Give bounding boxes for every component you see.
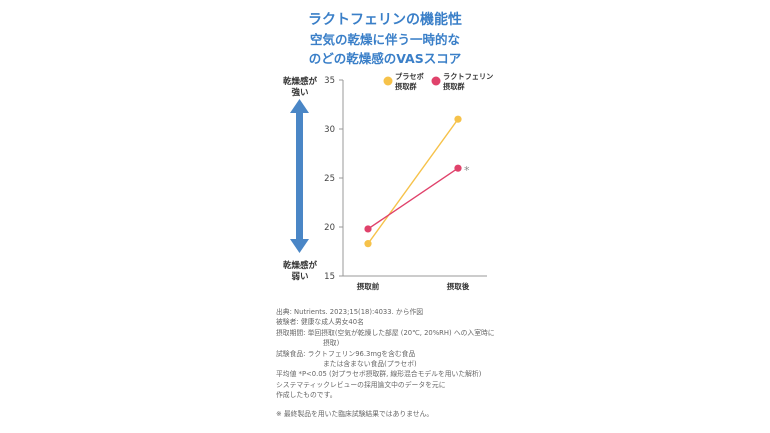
arrow-down-head <box>290 239 309 253</box>
note-period: 摂取期間: 単回摂取(空気が乾燥した部屋 (20℃, 20%RH) への入室時に <box>276 328 495 337</box>
series-line-lactoferrin <box>367 167 459 230</box>
arrow-up-head <box>290 99 309 113</box>
title-line-2: 空気の乾燥に伴う一時的な <box>309 32 460 47</box>
significance-mark: * <box>464 164 470 177</box>
y-bottom-label-line-1: 乾燥感が <box>283 260 318 271</box>
note-food-cont: または含まない食品(プラセボ) <box>323 360 417 369</box>
legend: プラセボ 摂取群 ラクトフェリン 摂取群 <box>383 72 493 91</box>
note-period-cont: 摂取) <box>323 339 340 348</box>
note-stats: 平均値 *P<0.05 (対プラセボ摂取群, 線形混合モデルを用いた解析) <box>276 370 482 379</box>
note-source: 出典: Nutrients. 2023;15(18):4033. から作図 <box>276 308 424 316</box>
note-review-cont: 作成したものです。 <box>276 391 337 400</box>
y-tick-label: 30 <box>324 125 335 135</box>
note-food: 試験食品: ラクトフェリン96.3mgを含む食品 <box>276 349 416 358</box>
note-subjects: 被験者: 健康な成人男女40名 <box>276 318 364 327</box>
point-lactoferrin-after <box>454 164 462 172</box>
y-tick-label: 25 <box>324 174 335 184</box>
title-line-1: ラクトフェリンの機能性 <box>308 12 462 28</box>
point-lactoferrin-before <box>364 225 372 233</box>
title-line-3: のどの乾燥感のVASスコア <box>308 51 462 66</box>
y-top-label-line-2: 強い <box>291 87 308 98</box>
y-ticks: 15 20 25 30 35 <box>324 76 343 282</box>
dryness-arrow <box>290 99 309 253</box>
y-tick-label: 15 <box>324 272 335 282</box>
x-tick-label-after: 摂取後 <box>447 281 470 291</box>
y-bottom-label-line-2: 弱い <box>291 271 308 282</box>
legend-lactoferrin-line-1: ラクトフェリン <box>443 72 493 81</box>
chart-title: ラクトフェリンの機能性 空気の乾燥に伴う一時的な のどの乾燥感のVASスコア <box>0 10 770 68</box>
note-review: システマティックレビューの採用論文中のデータを元に <box>276 380 446 389</box>
legend-marker-placebo <box>383 76 393 86</box>
series-group <box>364 115 462 248</box>
line-chart: 乾燥感が 強い 乾燥感が 弱い 15 20 25 30 35 摂取前 摂取後 * プラセ… <box>283 72 493 291</box>
point-placebo-before <box>364 240 372 248</box>
series-line-placebo <box>367 118 459 245</box>
legend-lactoferrin-line-2: 摂取群 <box>443 82 465 91</box>
legend-marker-lactoferrin <box>431 76 441 86</box>
point-placebo-after <box>454 115 462 123</box>
arrow-shaft <box>296 112 303 240</box>
note-disclaimer: ※ 最終製品を用いた臨床試験結果ではありません。 <box>276 409 434 418</box>
y-top-label-line-1: 乾燥感が <box>283 76 318 87</box>
footnotes: 出典: Nutrients. 2023;15(18):4033. から作図 被験… <box>276 307 526 419</box>
legend-placebo-line-1: プラセボ <box>395 72 425 81</box>
legend-placebo-line-2: 摂取群 <box>395 82 417 91</box>
x-tick-label-before: 摂取前 <box>357 281 380 291</box>
y-tick-label: 20 <box>324 223 335 233</box>
y-tick-label: 35 <box>324 76 335 86</box>
